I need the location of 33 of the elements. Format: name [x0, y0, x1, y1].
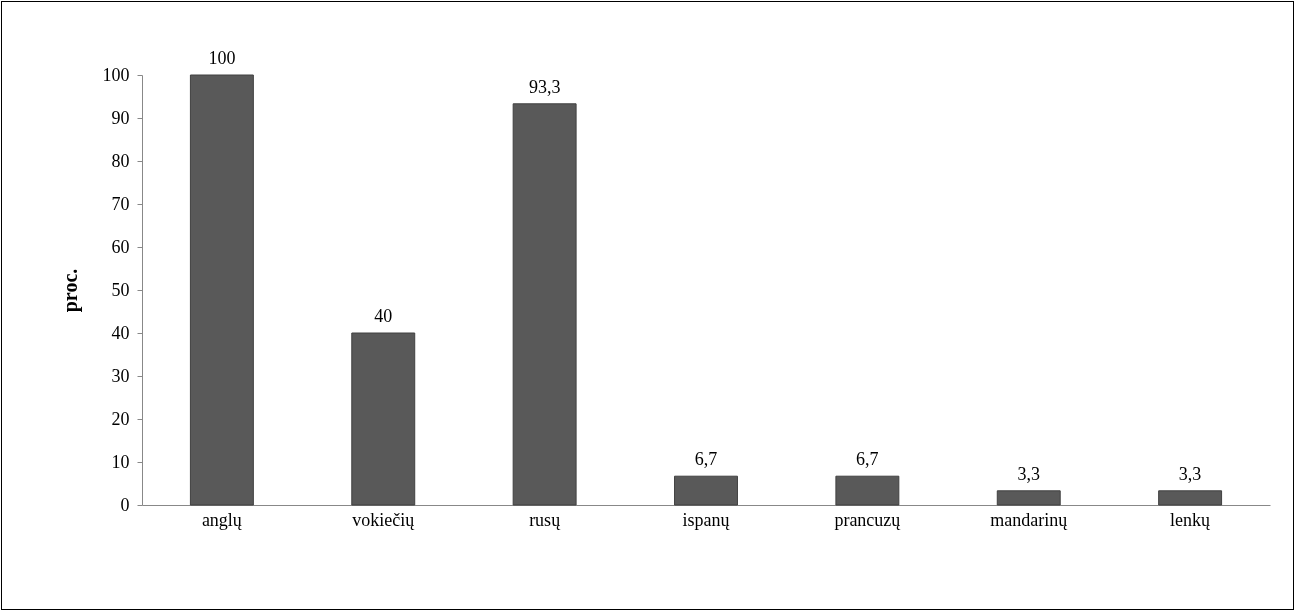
data-label: 3,3	[1178, 463, 1202, 484]
bar	[512, 103, 577, 506]
x-tick-label: vokiečių	[352, 509, 416, 530]
y-tick-label: 70	[111, 193, 130, 214]
y-tick-label: 80	[111, 150, 130, 171]
bar	[351, 332, 416, 506]
bar	[835, 475, 900, 506]
y-tick-label: 0	[120, 494, 130, 515]
y-tick-label: 20	[111, 408, 130, 429]
y-axis-title: proc.	[58, 268, 82, 313]
y-tick-label: 40	[111, 322, 130, 343]
x-tick-label: rusų	[529, 509, 562, 530]
y-tick-label: 10	[111, 451, 130, 472]
bar	[996, 490, 1061, 506]
data-label: 100	[208, 48, 236, 68]
y-tick-label: 30	[111, 365, 130, 386]
bar	[674, 475, 738, 506]
x-tick-label: anglų	[201, 509, 243, 530]
y-tick-label: 50	[111, 279, 130, 300]
x-tick-label: mandarinų	[990, 509, 1069, 530]
data-label: 3,3	[1017, 463, 1040, 484]
data-label: 6,7	[694, 449, 718, 470]
bar	[1158, 490, 1223, 506]
bar	[189, 74, 254, 506]
y-tick-label: 90	[111, 107, 130, 128]
data-label: 93,3	[528, 76, 561, 97]
y-tick-label: 60	[111, 236, 130, 257]
x-tick-label: prancuzų	[834, 509, 902, 530]
data-label: 6,7	[856, 449, 879, 470]
y-tick-label: 100	[102, 64, 130, 85]
x-tick-label: ispanų	[682, 509, 731, 530]
data-label: 40	[374, 306, 393, 326]
x-tick-label: lenkų	[1170, 509, 1212, 530]
